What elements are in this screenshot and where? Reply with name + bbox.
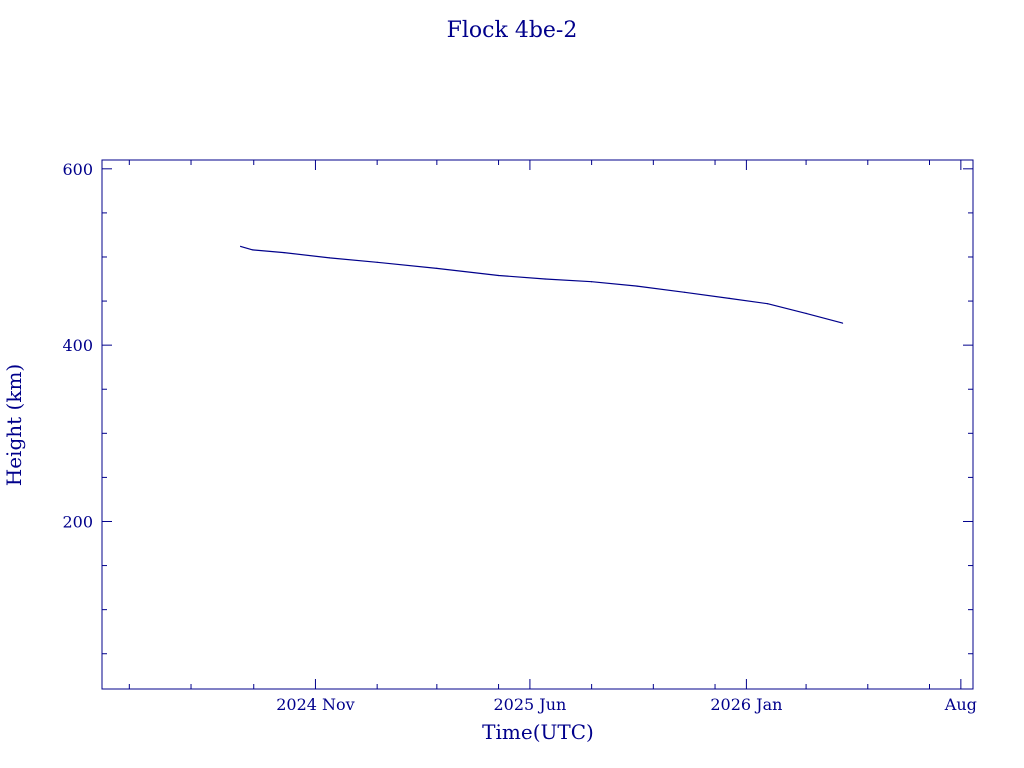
- y-axis-ticks: [102, 168, 973, 655]
- data-point: [436, 267, 438, 269]
- data-point: [498, 274, 500, 277]
- data-point: [544, 278, 546, 280]
- data-point: [767, 303, 769, 305]
- y-tick-label: 600: [62, 160, 93, 179]
- x-tick-label: 2024 Nov: [276, 695, 354, 714]
- x-tick-label: 2026 Jan: [710, 695, 782, 714]
- plot-frame: [101, 159, 974, 690]
- data-point: [805, 312, 807, 314]
- data-point: [591, 281, 593, 283]
- x-tick-label: Aug: [944, 695, 977, 714]
- y-axis-title: Height (km): [2, 364, 26, 486]
- series-layer: [240, 245, 844, 324]
- y-tick-label: 400: [62, 336, 93, 355]
- data-point: [376, 261, 378, 263]
- chart-title: Flock 4be-2: [447, 18, 578, 43]
- x-tick-label: 2025 Jun: [493, 695, 566, 714]
- data-point: [728, 297, 730, 299]
- data-point: [636, 285, 638, 287]
- data-point: [329, 257, 331, 259]
- data-point: [240, 245, 242, 247]
- x-axis-tick-labels: 2024 Nov 2025 Jun 2026 Jan Aug: [276, 695, 977, 714]
- data-point: [283, 252, 285, 254]
- y-axis-tick-labels: 200 400 600: [62, 160, 93, 532]
- data-point: [684, 291, 686, 293]
- x-axis-title: Time(UTC): [482, 720, 594, 744]
- data-point: [252, 249, 254, 251]
- y-tick-label: 200: [62, 512, 93, 531]
- data-point: [841, 322, 844, 324]
- x-axis-ticks: [128, 160, 962, 689]
